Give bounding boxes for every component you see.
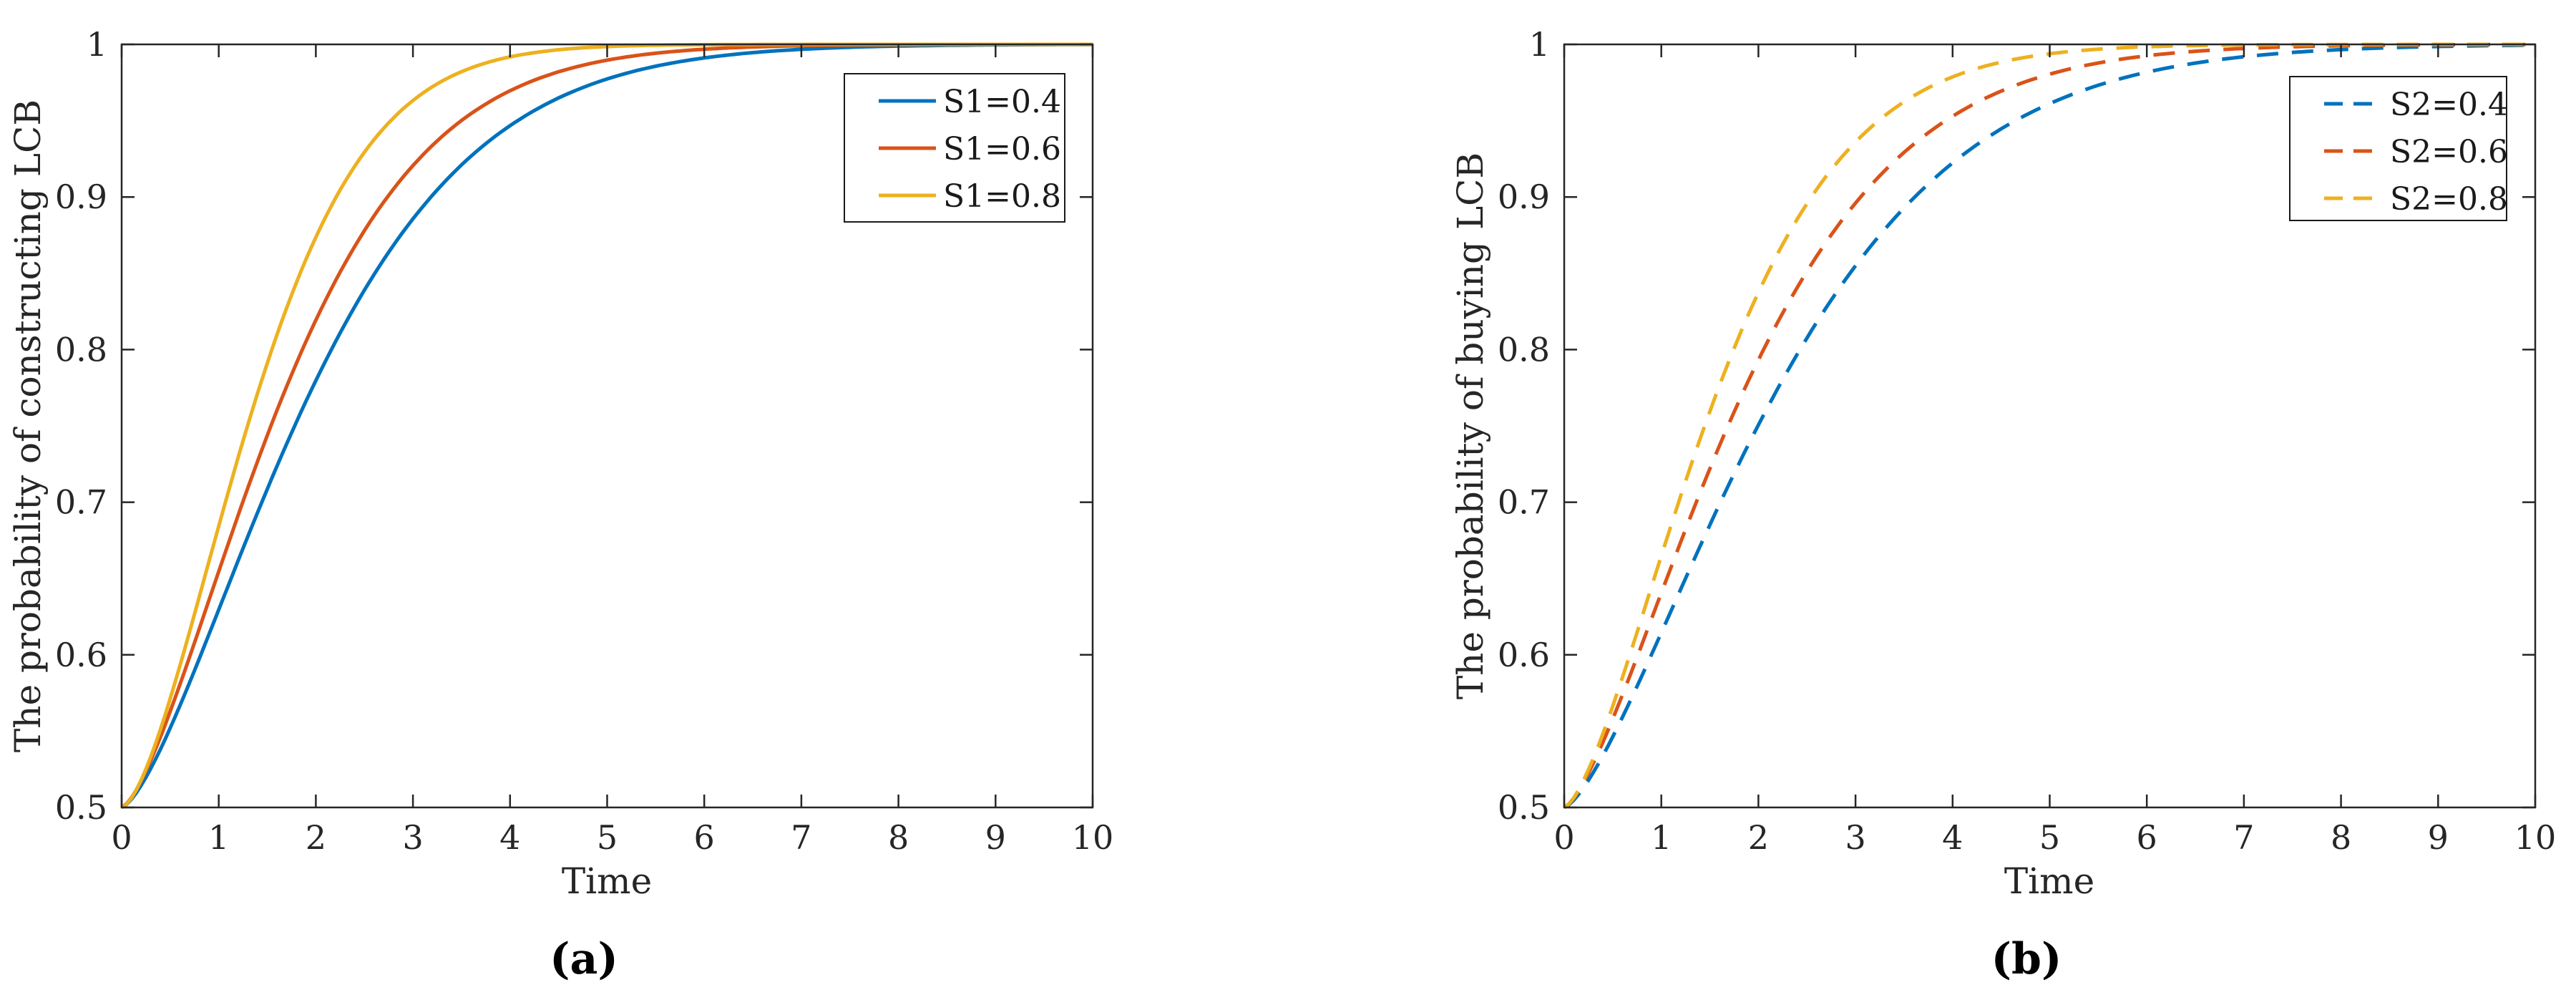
legend-a: S1=0.4 S1=0.6 S1=0.8 — [844, 73, 1065, 223]
x-tick-label-b: 5 — [2039, 818, 2060, 857]
y-axis-label-a: The probability of constructing LCB — [7, 99, 49, 752]
legend-b-label-3: S2=0.8 — [2390, 181, 2508, 218]
legend-b-label-1: S2=0.4 — [2390, 87, 2508, 123]
x-tick-label-a: 6 — [694, 818, 715, 857]
x-tick-label-a: 7 — [791, 818, 811, 857]
caption-a: (a) — [550, 934, 618, 984]
caption-b: (b) — [1991, 934, 2062, 984]
y-tick-label-b: 0.8 — [1498, 330, 1550, 369]
x-tick-label-b: 7 — [2233, 818, 2254, 857]
x-tick-label-b: 6 — [2137, 818, 2157, 857]
x-tick-label-b: 1 — [1651, 818, 1672, 857]
x-tick-label-a: 8 — [888, 818, 909, 857]
y-tick-label-a: 0.6 — [55, 636, 107, 674]
chart-b-plot: 0 1 2 3 4 5 6 7 8 9 10 0.5 0.6 0.7 0.8 0.9 1 — [1498, 25, 2556, 857]
y-tick-label-b: 0.5 — [1498, 788, 1550, 827]
chart-a-plot: 0 1 2 3 4 5 6 7 8 9 10 0.5 0.6 0.7 0.8 0.9 1 — [55, 25, 1113, 857]
x-tick-label-a: 4 — [499, 818, 520, 857]
x-tick-label-b: 3 — [1845, 818, 1865, 857]
x-tick-label-a: 0 — [111, 818, 132, 857]
legend-a-label-1: S1=0.4 — [943, 84, 1061, 120]
y-tick-label-b: 0.7 — [1498, 483, 1550, 522]
x-tick-label-b: 8 — [2331, 818, 2351, 857]
y-tick-label-a: 0.5 — [55, 788, 107, 827]
y-tick-label-b: 0.6 — [1498, 636, 1550, 674]
x-tick-label-a: 10 — [1072, 818, 1114, 857]
x-tick-label-a: 9 — [985, 818, 1006, 857]
legend-a-label-3: S1=0.8 — [943, 178, 1061, 215]
x-tick-label-b: 9 — [2428, 818, 2449, 857]
x-tick-label-a: 5 — [597, 818, 618, 857]
x-tick-label-b: 2 — [1748, 818, 1769, 857]
x-tick-label-a: 2 — [306, 818, 326, 857]
y-tick-label-b: 0.9 — [1498, 178, 1550, 216]
x-tick-label-a: 3 — [402, 818, 423, 857]
y-tick-label-a: 1 — [87, 25, 107, 64]
y-tick-label-a: 0.8 — [55, 330, 107, 369]
y-tick-label-b: 1 — [1529, 25, 1550, 64]
y-axis-label-b: The probability of buying LCB — [1450, 152, 1491, 699]
curve-b-S2=0.4 — [1563, 43, 2536, 810]
x-tick-label-b: 0 — [1553, 818, 1574, 857]
x-tick-label-b: 4 — [1942, 818, 1963, 857]
legend-b: S2=0.4 S2=0.6 S2=0.8 — [2289, 76, 2508, 221]
legend-a-label-2: S1=0.6 — [943, 131, 1061, 168]
y-tick-label-a: 0.7 — [55, 483, 107, 522]
legend-b-label-2: S2=0.6 — [2390, 134, 2508, 170]
x-tick-label-b: 10 — [2514, 818, 2557, 857]
x-axis-label-a: Time — [562, 860, 652, 902]
x-tick-label-a: 1 — [208, 818, 229, 857]
x-axis-label-b: Time — [2004, 860, 2094, 902]
y-tick-label-a: 0.9 — [55, 178, 107, 216]
